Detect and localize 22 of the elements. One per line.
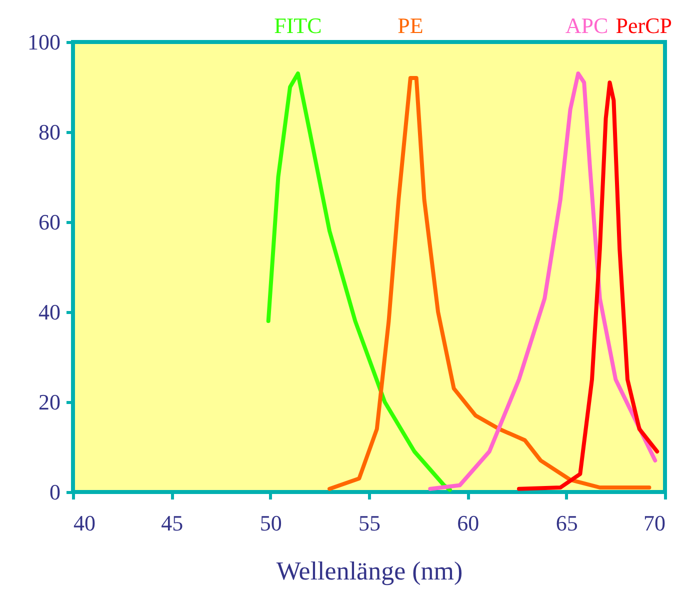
- text: PerCP: [616, 13, 672, 38]
- series-label: PE: [398, 13, 424, 38]
- y-tick-label: 0: [50, 480, 60, 504]
- x-tick-label: 70: [644, 510, 666, 536]
- line-series: [266, 72, 452, 492]
- x-tick-label: 40: [74, 510, 96, 536]
- y-tick-label: 40: [38, 300, 60, 324]
- line-series: [516, 80, 660, 491]
- y-tick-label: 100: [28, 30, 60, 54]
- x-tick-label: 55: [358, 510, 380, 536]
- series-label: APC: [565, 13, 608, 38]
- x-tick-label: 65: [556, 510, 578, 536]
- x-axis-title: Wellenlänge (nm): [276, 556, 463, 586]
- y-tick-label: 80: [38, 120, 60, 144]
- series-label: FITC: [274, 13, 322, 38]
- y-tick-label: 60: [38, 210, 60, 234]
- y-tick-label: 20: [38, 390, 60, 414]
- x-tick-label: 45: [161, 510, 184, 536]
- x-tick-label: 50: [260, 510, 282, 536]
- x-tick-label: 60: [457, 510, 480, 536]
- line-series: [428, 72, 658, 491]
- line-series: [328, 76, 652, 491]
